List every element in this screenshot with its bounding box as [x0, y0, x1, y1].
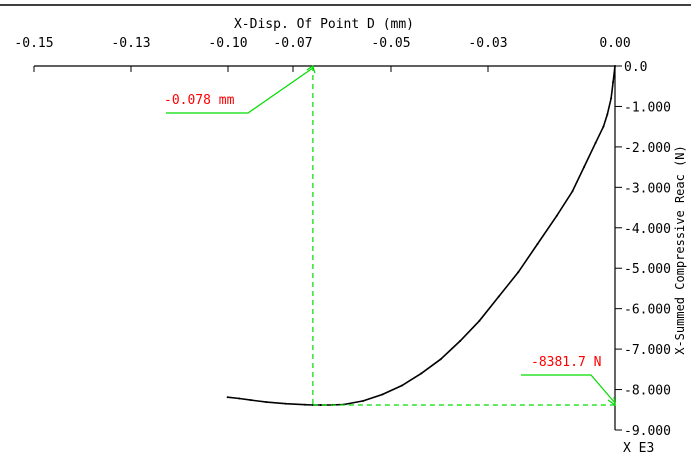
- series-point: [517, 271, 520, 274]
- y-tick-label: -6.000: [624, 303, 671, 318]
- series-point: [583, 166, 586, 169]
- series-point: [238, 397, 241, 400]
- y-tick-label: -7.000: [624, 343, 671, 358]
- x-tick-label: -0.10: [208, 36, 247, 51]
- y-tick-label: -8.000: [624, 384, 671, 399]
- x-tick-label: -0.03: [468, 36, 507, 51]
- x-tick-label: -0.07: [273, 36, 312, 51]
- displacement-annotation: -0.078 mm: [164, 93, 235, 108]
- series-point: [265, 401, 268, 404]
- series-point: [400, 384, 403, 387]
- y-tick-label: -1.000: [624, 100, 671, 115]
- series-point: [284, 402, 287, 405]
- series-point: [319, 403, 322, 406]
- series-point: [594, 141, 597, 144]
- displacement-leader-line: [166, 67, 314, 114]
- y-tick-label: -3.000: [624, 181, 671, 196]
- series-point: [497, 295, 500, 298]
- series-point: [606, 113, 609, 116]
- y-tick-label: -9.000: [624, 424, 671, 439]
- series-point: [304, 403, 307, 406]
- series-point: [555, 214, 558, 217]
- force-annotation: -8381.7 N: [531, 355, 601, 370]
- x-tick-label: 0.00: [599, 36, 630, 51]
- x-tick-label: -0.15: [14, 36, 53, 51]
- x-tick-label: -0.05: [371, 36, 410, 51]
- force-arrowhead: [607, 396, 616, 407]
- series-point: [610, 97, 613, 100]
- series-point: [602, 125, 605, 128]
- series-point: [381, 393, 384, 396]
- chart-layer: X-Disp. Of Point D (mm) -0.15 -0.13 -0.10 -0…: [0, 4, 691, 456]
- y-scale-label: X E3: [623, 441, 654, 456]
- y-tick-label: -2.000: [624, 141, 671, 156]
- series-point: [362, 399, 365, 402]
- y-tick-label: -4.000: [624, 222, 671, 237]
- x-axis-title: X-Disp. Of Point D (mm): [234, 17, 414, 32]
- series-point: [612, 81, 615, 84]
- y-tick-label: -5.000: [624, 262, 671, 277]
- series-point: [614, 65, 616, 67]
- y-axis-title: X-Summed Compressive Reac (N): [673, 145, 687, 355]
- y-tick-label: 0.0: [624, 60, 647, 75]
- force-leader-line: [521, 374, 616, 404]
- series-point: [439, 358, 442, 361]
- series-point: [459, 340, 462, 343]
- series-point: [571, 190, 574, 193]
- series-point: [420, 372, 423, 375]
- displacement-arrowhead: [306, 65, 316, 74]
- series-point: [249, 399, 252, 402]
- series-point: [226, 396, 229, 399]
- series-point: [536, 242, 539, 245]
- x-tick-label: -0.13: [111, 36, 150, 51]
- series-point: [478, 319, 481, 322]
